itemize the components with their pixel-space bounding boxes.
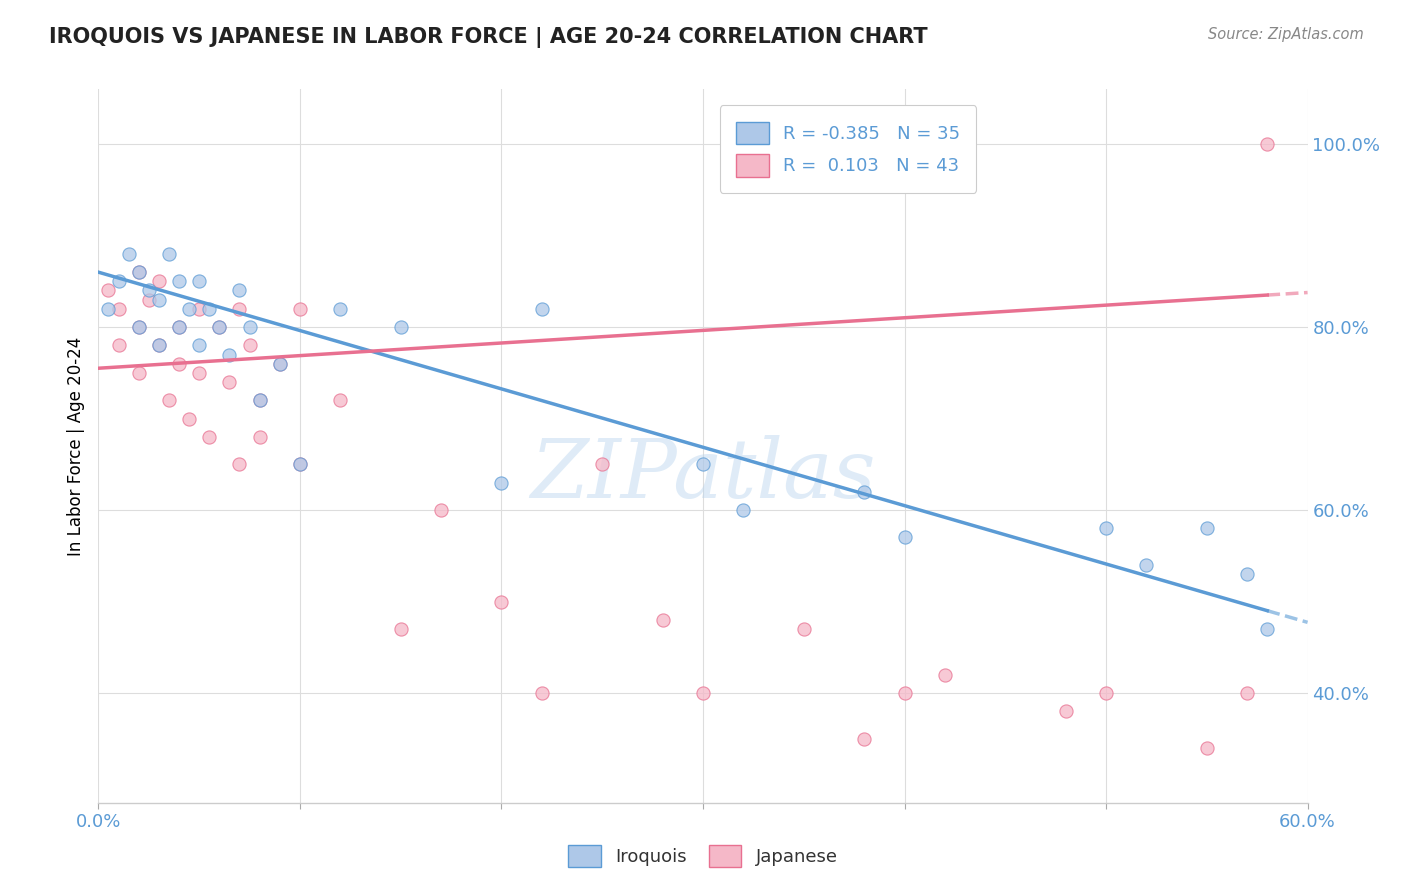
Point — [148, 293, 170, 307]
Point — [198, 301, 221, 316]
Point — [228, 284, 250, 298]
Point — [288, 301, 311, 316]
Point — [148, 338, 170, 352]
Point — [188, 301, 211, 316]
Point — [530, 301, 553, 316]
Point — [128, 320, 150, 334]
Point — [1195, 740, 1218, 755]
Point — [228, 458, 250, 472]
Point — [249, 393, 271, 408]
Point — [1236, 567, 1258, 582]
Point — [218, 347, 240, 361]
Point — [692, 458, 714, 472]
Point — [1236, 686, 1258, 700]
Point — [430, 503, 453, 517]
Point — [107, 274, 129, 288]
Point — [107, 338, 129, 352]
Point — [269, 357, 291, 371]
Point — [389, 320, 412, 334]
Point — [218, 375, 240, 389]
Point — [157, 393, 180, 408]
Point — [148, 338, 170, 352]
Point — [1095, 521, 1118, 535]
Point — [167, 320, 190, 334]
Point — [491, 475, 513, 490]
Point — [167, 274, 190, 288]
Point — [329, 393, 352, 408]
Point — [148, 274, 170, 288]
Point — [128, 366, 150, 380]
Point — [530, 686, 553, 700]
Point — [138, 284, 160, 298]
Point — [1195, 521, 1218, 535]
Point — [893, 686, 915, 700]
Point — [249, 430, 271, 444]
Point — [288, 458, 311, 472]
Point — [208, 320, 231, 334]
Point — [288, 458, 311, 472]
Point — [329, 301, 352, 316]
Point — [128, 265, 150, 279]
Point — [118, 247, 141, 261]
Point — [389, 622, 412, 636]
Point — [269, 357, 291, 371]
Point — [1095, 686, 1118, 700]
Point — [167, 357, 190, 371]
Legend: R = -0.385   N = 35, R =  0.103   N = 43: R = -0.385 N = 35, R = 0.103 N = 43 — [720, 105, 976, 193]
Point — [198, 430, 221, 444]
Y-axis label: In Labor Force | Age 20-24: In Labor Force | Age 20-24 — [66, 336, 84, 556]
Text: ZIPatlas: ZIPatlas — [530, 434, 876, 515]
Point — [1054, 704, 1077, 718]
Point — [733, 503, 755, 517]
Point — [893, 531, 915, 545]
Point — [208, 320, 231, 334]
Point — [128, 265, 150, 279]
Legend: Iroquois, Japanese: Iroquois, Japanese — [561, 838, 845, 874]
Point — [1256, 137, 1278, 152]
Point — [228, 301, 250, 316]
Point — [853, 484, 876, 499]
Point — [179, 301, 201, 316]
Point — [239, 320, 262, 334]
Point — [853, 731, 876, 746]
Point — [651, 613, 673, 627]
Text: Source: ZipAtlas.com: Source: ZipAtlas.com — [1208, 27, 1364, 42]
Point — [1256, 622, 1278, 636]
Point — [188, 366, 211, 380]
Point — [128, 320, 150, 334]
Point — [239, 338, 262, 352]
Point — [249, 393, 271, 408]
Point — [107, 301, 129, 316]
Text: IROQUOIS VS JAPANESE IN LABOR FORCE | AGE 20-24 CORRELATION CHART: IROQUOIS VS JAPANESE IN LABOR FORCE | AG… — [49, 27, 928, 48]
Point — [179, 411, 201, 425]
Point — [188, 338, 211, 352]
Point — [138, 293, 160, 307]
Point — [793, 622, 815, 636]
Point — [934, 667, 956, 681]
Point — [97, 284, 120, 298]
Point — [1135, 558, 1157, 572]
Point — [591, 458, 613, 472]
Point — [157, 247, 180, 261]
Point — [188, 274, 211, 288]
Point — [491, 594, 513, 608]
Point — [692, 686, 714, 700]
Point — [167, 320, 190, 334]
Point — [97, 301, 120, 316]
